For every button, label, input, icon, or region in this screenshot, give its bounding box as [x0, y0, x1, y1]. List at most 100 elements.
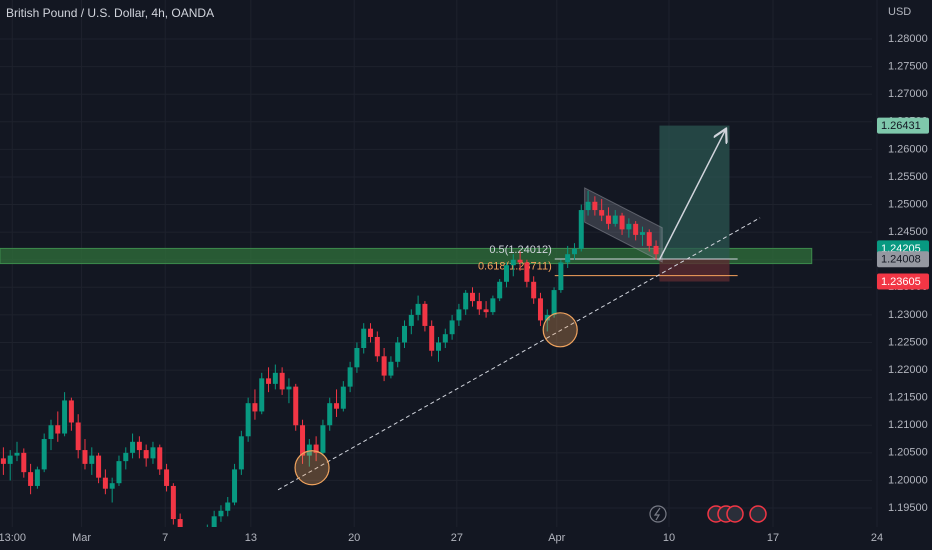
- candle-body: [218, 510, 224, 517]
- candle-body: [225, 502, 231, 511]
- candle-body: [320, 425, 326, 453]
- x-tick-label: 17: [767, 532, 779, 544]
- candle-body: [130, 441, 136, 453]
- x-tick-label: 7: [162, 532, 168, 544]
- candle-body: [612, 215, 618, 224]
- y-tick-label: 1.25500: [888, 171, 928, 183]
- candle-body: [116, 461, 122, 484]
- candle-body: [402, 325, 408, 343]
- candle-body: [75, 422, 81, 451]
- support-zone: [0, 247, 813, 265]
- price-label-box: [877, 117, 929, 134]
- candle-body: [313, 444, 319, 453]
- candle-body: [544, 314, 550, 321]
- candle-body: [565, 254, 571, 263]
- candle-body: [21, 452, 27, 473]
- candle-body: [497, 281, 503, 299]
- candle-body: [422, 303, 428, 326]
- y-tick-label: 1.24500: [888, 226, 928, 238]
- y-tick-label: 1.25000: [888, 198, 928, 210]
- candle-body: [62, 400, 68, 434]
- candle-body: [109, 483, 115, 489]
- candle-body: [483, 309, 489, 313]
- y-tick-label: 1.21000: [888, 419, 928, 431]
- x-tick-label: 24: [871, 532, 883, 544]
- candle-body: [177, 519, 183, 527]
- candle-body: [599, 210, 605, 216]
- y-tick-label: 1.22000: [888, 364, 928, 376]
- candle-body: [537, 298, 543, 321]
- chart-title: British Pound / U.S. Dollar, 4h, OANDA: [6, 6, 214, 20]
- candle-body: [347, 367, 353, 387]
- y-tick-label: 1.20000: [888, 474, 928, 486]
- candle-body: [449, 320, 455, 335]
- y-tick-label: 1.27500: [888, 61, 928, 73]
- candle-body: [238, 436, 244, 470]
- candle-body: [354, 348, 360, 368]
- candle-body: [68, 400, 74, 423]
- y-tick-label: 1.27000: [888, 88, 928, 100]
- candle-body: [395, 342, 401, 362]
- candle-body: [89, 455, 95, 464]
- candle-body: [619, 215, 625, 230]
- y-tick-label: 1.26000: [888, 143, 928, 155]
- candle-body: [279, 372, 285, 390]
- candle-body: [334, 403, 340, 409]
- target-arrow: [658, 130, 725, 261]
- price-label: 1.23605: [881, 276, 921, 288]
- candle-body: [653, 245, 659, 255]
- highlight-circle: [542, 312, 578, 348]
- candle-body: [456, 309, 462, 321]
- candle-body: [531, 281, 537, 299]
- candle-body: [361, 328, 367, 349]
- bottom-icons[interactable]: [649, 505, 767, 523]
- candle-body: [266, 378, 272, 384]
- candle-body: [157, 447, 163, 470]
- candle-body: [436, 342, 441, 351]
- candle-body: [415, 303, 421, 315]
- x-tick-label: 27: [451, 532, 463, 544]
- x-tick-label: 13:00: [0, 532, 26, 544]
- candle-body: [82, 450, 88, 464]
- candle-body: [605, 215, 611, 224]
- candle-body: [136, 441, 142, 451]
- currency-label: USD: [888, 6, 911, 18]
- candle-body: [442, 334, 448, 343]
- candle-body: [388, 361, 394, 376]
- flag-icon[interactable]: [726, 505, 744, 523]
- candle-body: [340, 386, 346, 409]
- candle-body: [150, 447, 156, 459]
- lightning-icon: [653, 507, 661, 521]
- candle-body: [293, 386, 299, 426]
- fib-label: 0.5(1.24012): [489, 244, 551, 256]
- candle-body: [490, 298, 496, 313]
- y-tick-label: 1.20500: [888, 447, 928, 459]
- candle-body: [96, 455, 102, 478]
- x-tick-label: 13: [245, 532, 257, 544]
- stop-zone: [659, 259, 730, 282]
- candle-body: [164, 469, 170, 486]
- candle-body: [469, 292, 475, 302]
- x-tick-label: Apr: [548, 532, 565, 544]
- candle-body: [34, 469, 40, 486]
- candle-body: [272, 372, 278, 384]
- candle-body: [524, 262, 530, 282]
- candle-body: [306, 444, 312, 456]
- candle-body: [48, 425, 54, 440]
- price-label: 1.24008: [881, 254, 921, 266]
- y-tick-label: 1.23000: [888, 309, 928, 321]
- flag-icon[interactable]: [749, 505, 767, 523]
- candle-body: [232, 469, 238, 503]
- candle-body: [374, 336, 380, 357]
- event-icon[interactable]: [649, 505, 667, 523]
- candle-body: [123, 452, 129, 462]
- candle-body: [639, 232, 645, 235]
- candle-body: [259, 378, 265, 412]
- x-tick-label: Mar: [72, 532, 91, 544]
- highlight-circle: [294, 450, 330, 486]
- candle-body: [14, 452, 20, 456]
- candle-body: [102, 477, 108, 489]
- candle-body: [571, 248, 577, 255]
- candle-body: [211, 516, 217, 527]
